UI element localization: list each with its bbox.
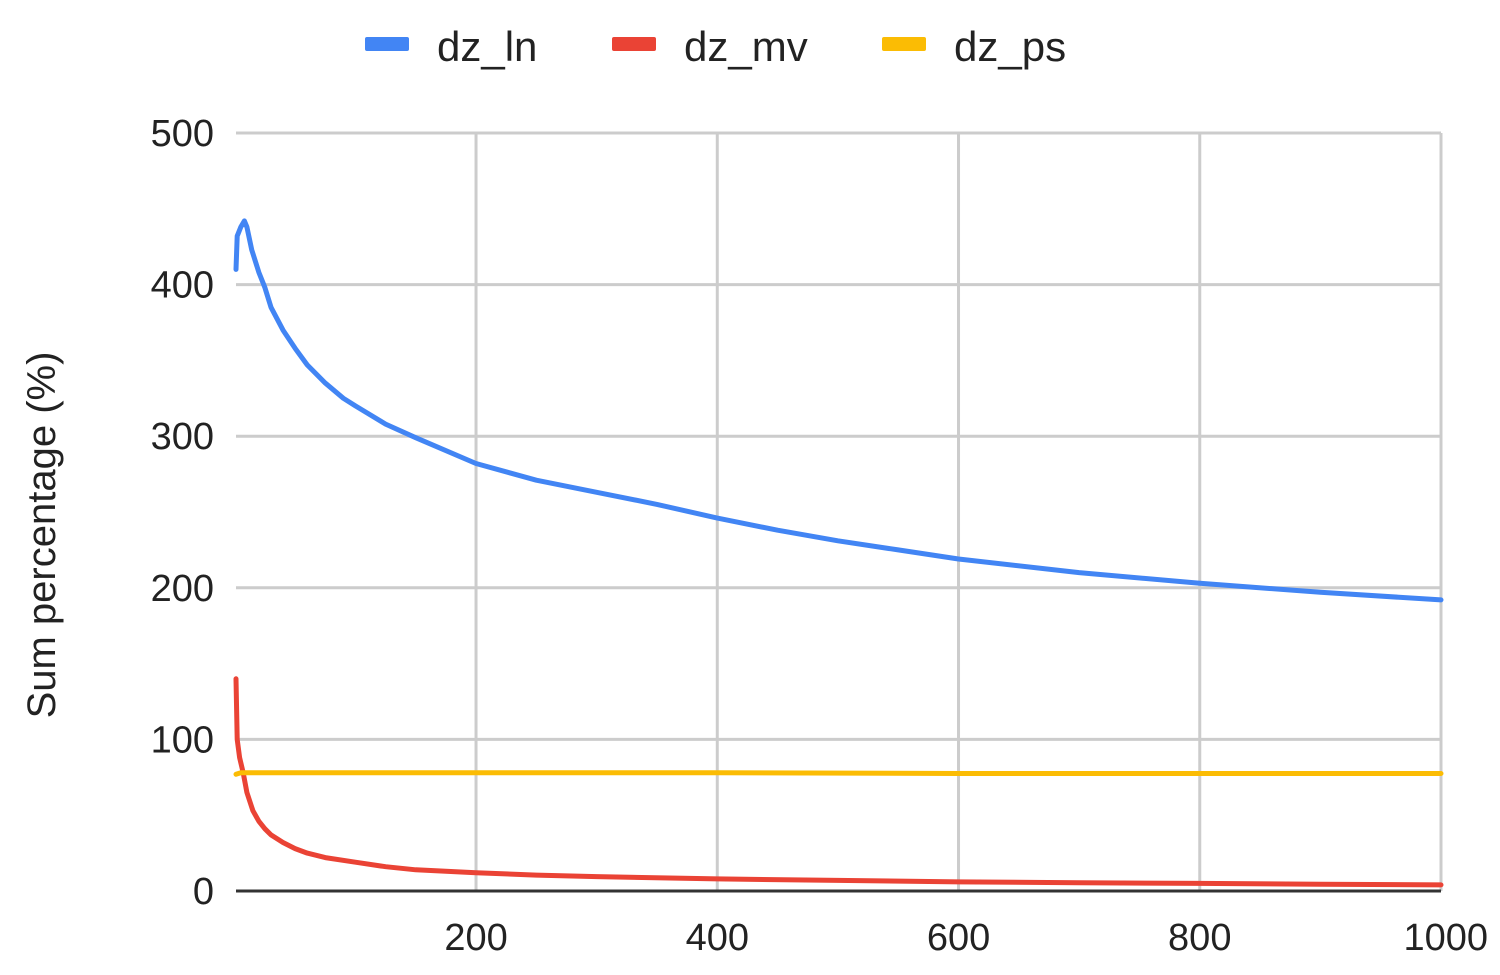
y-axis-title: Sum percentage (%) — [20, 352, 64, 719]
y-tick-label-200: 200 — [151, 568, 214, 610]
x-tick-label-1000: 1000 — [1403, 917, 1488, 959]
series-line-dz_ln — [233, 218, 1444, 603]
x-axis-ticks: 200 400 600 800 1000 — [444, 917, 1488, 959]
legend-label-dz_mv: dz_mv — [684, 23, 808, 70]
y-tick-label-100: 100 — [151, 719, 214, 761]
legend-swatch-dz_ps — [882, 37, 926, 51]
legend-label-dz_ps: dz_ps — [954, 23, 1066, 70]
y-axis-ticks: 0 100 200 300 400 500 — [151, 113, 214, 913]
y-tick-label-0: 0 — [193, 871, 214, 913]
legend-label-dz_ln: dz_ln — [437, 23, 537, 70]
x-tick-label-800: 800 — [1168, 917, 1231, 959]
x-tick-label-400: 400 — [686, 917, 749, 959]
y-tick-label-300: 300 — [151, 416, 214, 458]
y-tick-label-500: 500 — [151, 113, 214, 155]
series-lines — [233, 218, 1444, 893]
y-tick-label-400: 400 — [151, 265, 214, 307]
legend-swatch-dz_mv — [612, 37, 656, 51]
legend: dz_ln dz_mv dz_ps — [365, 23, 1066, 70]
x-tick-label-600: 600 — [927, 917, 990, 959]
legend-swatch-dz_ln — [365, 37, 409, 51]
grid — [236, 131, 1443, 891]
series-line-dz_ps — [233, 770, 1444, 777]
x-tick-label-200: 200 — [444, 917, 507, 959]
series-line-dz_mv — [233, 676, 1444, 888]
